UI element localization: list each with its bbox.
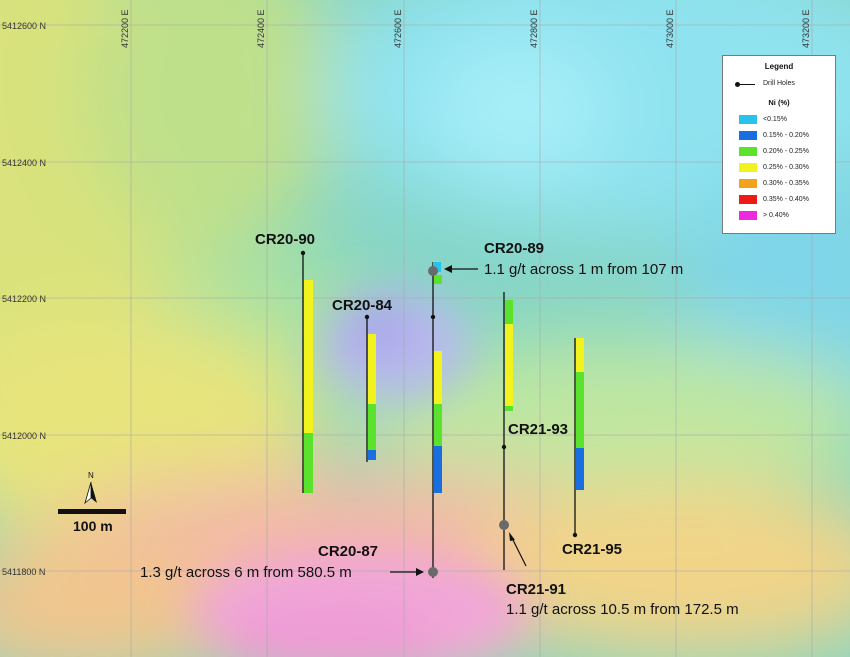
legend-ni-title: Ni (%)	[768, 98, 790, 107]
north-arrow-icon	[91, 482, 97, 503]
drill-hole-cr20-89[interactable]: CR20-89 1.1 g/t across 1 m from 107 m CR…	[140, 240, 683, 581]
legend-title: Legend	[764, 62, 794, 71]
legend-ni-class: 0.15% - 0.20%	[735, 131, 835, 141]
ni-interval	[505, 300, 513, 324]
intercept-marker	[428, 567, 438, 577]
legend-swatch	[739, 179, 757, 188]
easting-label: 472600 E	[393, 9, 403, 48]
ni-interval	[433, 262, 441, 272]
ni-interval	[434, 275, 442, 284]
scale-bar: 100 m	[58, 509, 126, 534]
legend-class-label: 0.35% - 0.40%	[763, 196, 809, 203]
legend-swatch	[739, 195, 757, 204]
legend-class-label: > 0.40%	[763, 212, 789, 219]
ni-interval	[368, 450, 376, 460]
drill-hole-dot-icon	[735, 82, 740, 87]
drill-hole-symbol	[737, 84, 755, 85]
legend-drill-holes: Drill Holes	[735, 78, 835, 90]
assay-annotation: 1.1 g/t across 1 m from 107 m	[484, 261, 683, 278]
drill-hole-label: CR20-87	[318, 543, 378, 560]
easting-labels: 472200 E 472400 E 472600 E 472800 E 4730…	[120, 9, 811, 48]
legend-class-label: 0.30% - 0.35%	[763, 180, 809, 187]
drill-hole-cr21-93[interactable]: CR21-93 CR21-91 1.1 g/t across 10.5 m fr…	[499, 292, 739, 618]
legend-swatch	[739, 115, 757, 124]
intercept-marker	[428, 266, 438, 276]
ni-interval	[505, 324, 513, 406]
ni-interval	[304, 433, 313, 493]
ni-interval	[368, 334, 376, 404]
northing-label: 5411800 N	[2, 567, 45, 577]
easting-label: 472400 E	[256, 9, 266, 48]
assay-annotation: 1.3 g/t across 6 m from 580.5 m	[140, 564, 352, 581]
legend-ni-class: 0.35% - 0.40%	[735, 195, 835, 205]
drill-hole-label: CR20-90	[255, 231, 315, 248]
legend-swatch	[739, 131, 757, 140]
legend-swatch	[739, 147, 757, 156]
northing-label: 5412000 N	[2, 431, 46, 441]
north-label: N	[88, 471, 94, 480]
drill-hole-label: CR21-93	[508, 421, 568, 438]
easting-label: 473200 E	[801, 9, 811, 48]
northing-labels: 5412600 N 5412400 N 5412200 N 5412000 N …	[2, 21, 46, 577]
easting-label: 473000 E	[665, 9, 675, 48]
legend-ni-class: 0.25% - 0.30%	[735, 163, 835, 173]
ni-interval	[434, 446, 442, 493]
ni-interval	[505, 406, 513, 411]
legend-class-label: 0.15% - 0.20%	[763, 132, 809, 139]
drill-hole-label: CR20-84	[332, 297, 393, 314]
legend-class-label: 0.20% - 0.25%	[763, 148, 809, 155]
northing-label: 5412400 N	[2, 158, 46, 168]
legend-ni-class: > 0.40%	[735, 211, 835, 221]
assay-annotation: 1.1 g/t across 10.5 m from 172.5 m	[506, 601, 739, 618]
northing-label: 5412200 N	[2, 294, 46, 304]
easting-label: 472800 E	[529, 9, 539, 48]
intercept-marker	[499, 520, 509, 530]
ni-interval	[368, 404, 376, 450]
ni-interval	[576, 372, 584, 448]
legend-swatch	[739, 211, 757, 220]
legend-class-label: 0.25% - 0.30%	[763, 164, 809, 171]
north-arrow: N	[84, 471, 97, 505]
legend-ni-class: 0.20% - 0.25%	[735, 147, 835, 157]
drill-hole-label: CR21-95	[562, 541, 622, 558]
map-legend: Legend Drill Holes Ni (%) <0.15% 0.15% - …	[722, 55, 836, 234]
legend-ni-class: <0.15%	[735, 115, 835, 125]
legend-ni-class: 0.30% - 0.35%	[735, 179, 835, 189]
ni-interval	[576, 448, 584, 490]
scale-bar-label: 100 m	[73, 518, 113, 534]
easting-label: 472200 E	[120, 9, 130, 48]
legend-swatch	[739, 163, 757, 172]
drill-hole-cr20-90[interactable]: CR20-90	[255, 231, 315, 493]
drill-hole-label: CR21-91	[506, 581, 566, 598]
ni-interval	[576, 338, 584, 372]
ni-interval	[434, 404, 442, 446]
drill-hole-cr20-84[interactable]: CR20-84	[332, 297, 393, 462]
legend-class-label: <0.15%	[763, 116, 787, 123]
legend-drill-holes-label: Drill Holes	[763, 80, 795, 87]
ni-interval	[304, 280, 313, 433]
ni-interval	[434, 351, 442, 404]
northing-label: 5412600 N	[2, 21, 46, 31]
drill-hole-label: CR20-89	[484, 240, 544, 257]
drill-hole-cr21-95[interactable]: CR21-95	[562, 338, 622, 558]
